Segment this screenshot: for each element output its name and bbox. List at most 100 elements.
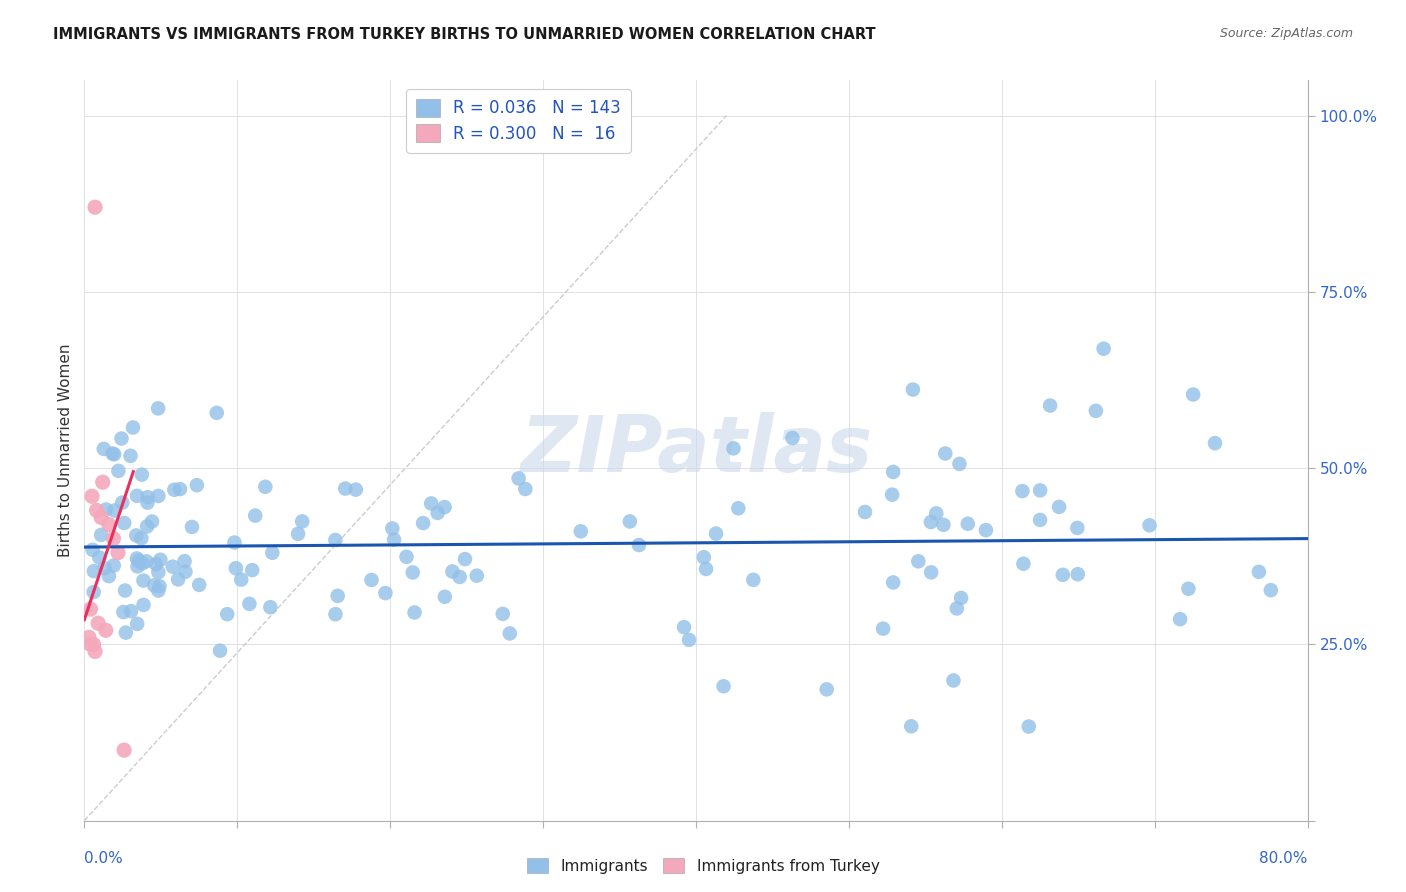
Point xyxy=(404,606,426,620)
Point xyxy=(132,598,155,612)
Point xyxy=(188,578,211,592)
Point xyxy=(948,457,970,471)
Point xyxy=(259,600,281,615)
Point xyxy=(83,564,105,578)
Point xyxy=(882,575,904,590)
Point xyxy=(79,602,101,616)
Point xyxy=(125,551,148,566)
Point xyxy=(420,496,443,510)
Point xyxy=(262,546,284,560)
Point xyxy=(146,401,169,416)
Point xyxy=(291,515,314,529)
Point xyxy=(103,447,125,461)
Point xyxy=(94,624,117,638)
Point xyxy=(441,565,464,579)
Point xyxy=(412,516,434,530)
Point xyxy=(82,542,104,557)
Text: 80.0%: 80.0% xyxy=(1260,851,1308,866)
Point xyxy=(101,446,124,460)
Point xyxy=(97,569,120,583)
Point xyxy=(1066,521,1088,535)
Point xyxy=(882,488,904,502)
Point xyxy=(695,562,717,576)
Text: IMMIGRANTS VS IMMIGRANTS FROM TURKEY BIRTHS TO UNMARRIED WOMEN CORRELATION CHART: IMMIGRANTS VS IMMIGRANTS FROM TURKEY BIR… xyxy=(53,27,876,42)
Point xyxy=(90,510,112,524)
Point xyxy=(704,526,727,541)
Point xyxy=(87,616,110,631)
Point xyxy=(163,483,186,497)
Point xyxy=(111,495,134,509)
Point xyxy=(344,483,367,497)
Point xyxy=(1029,513,1052,527)
Point xyxy=(120,604,142,618)
Point xyxy=(135,554,157,568)
Point xyxy=(240,563,263,577)
Point xyxy=(103,558,125,573)
Point xyxy=(395,549,418,564)
Point xyxy=(433,500,456,514)
Point xyxy=(143,578,166,592)
Point xyxy=(942,673,965,688)
Text: 0.0%: 0.0% xyxy=(84,851,124,866)
Point xyxy=(882,465,904,479)
Point xyxy=(131,557,153,571)
Point xyxy=(465,568,488,582)
Point xyxy=(112,743,135,757)
Point xyxy=(326,589,349,603)
Point xyxy=(224,535,246,549)
Point xyxy=(974,523,997,537)
Point xyxy=(1018,719,1040,733)
Point xyxy=(169,482,191,496)
Point xyxy=(1029,483,1052,498)
Point xyxy=(742,573,765,587)
Point xyxy=(508,471,530,485)
Point xyxy=(110,432,132,446)
Point xyxy=(217,607,239,622)
Point xyxy=(433,590,456,604)
Point xyxy=(136,490,159,504)
Point xyxy=(93,561,115,575)
Point xyxy=(515,482,537,496)
Point xyxy=(141,515,163,529)
Point xyxy=(79,637,101,651)
Point xyxy=(492,607,515,621)
Point xyxy=(956,516,979,531)
Point xyxy=(569,524,592,539)
Point xyxy=(112,516,135,530)
Point xyxy=(83,585,105,599)
Point xyxy=(946,601,969,615)
Point xyxy=(723,442,745,456)
Point xyxy=(374,586,396,600)
Point xyxy=(1204,436,1226,450)
Point xyxy=(1182,387,1205,401)
Point xyxy=(925,507,948,521)
Point xyxy=(86,503,108,517)
Point xyxy=(80,489,103,503)
Point xyxy=(381,521,404,535)
Point xyxy=(449,570,471,584)
Point xyxy=(145,557,167,571)
Point xyxy=(1039,399,1062,413)
Point xyxy=(900,719,922,733)
Point xyxy=(426,506,449,520)
Point xyxy=(125,489,148,503)
Point xyxy=(149,553,172,567)
Point xyxy=(131,467,153,482)
Point xyxy=(932,517,955,532)
Point xyxy=(186,478,208,492)
Point xyxy=(136,495,159,509)
Point xyxy=(238,597,260,611)
Point xyxy=(148,565,170,579)
Point xyxy=(112,605,135,619)
Point xyxy=(93,442,115,456)
Point xyxy=(782,431,804,445)
Point xyxy=(1047,500,1070,514)
Point xyxy=(128,554,150,568)
Point xyxy=(91,475,114,490)
Point xyxy=(167,573,190,587)
Point xyxy=(1247,565,1270,579)
Point xyxy=(950,591,973,605)
Point xyxy=(205,406,228,420)
Point xyxy=(132,574,155,588)
Point xyxy=(122,420,145,434)
